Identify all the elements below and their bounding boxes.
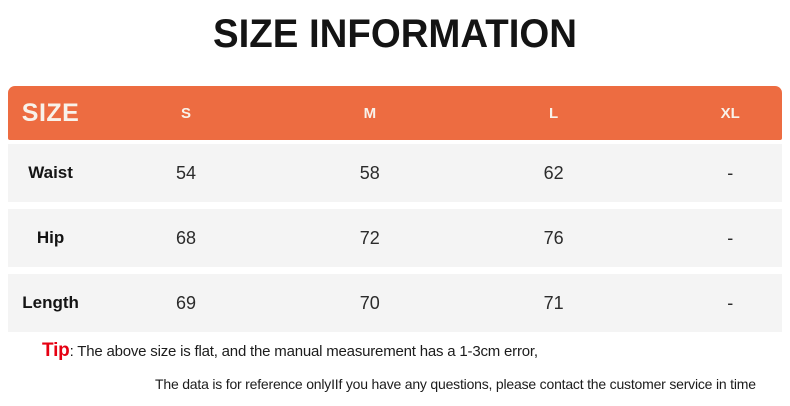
length-value-m: 70 (279, 293, 461, 314)
tip-section: Tip: The above size is flat, and the man… (0, 339, 790, 394)
table-header-row: SIZE S M L XL (8, 86, 782, 140)
table-row-hip: Hip 68 72 76 - (8, 209, 782, 267)
size-chart-table: SIZE S M L XL Waist 54 58 62 - Hip 68 72… (8, 86, 782, 339)
header-col-m: M (279, 105, 461, 122)
waist-value-m: 58 (279, 163, 461, 184)
hip-value-m: 72 (279, 228, 461, 249)
hip-value-xl: - (663, 228, 790, 249)
hip-value-l: 76 (461, 228, 647, 249)
tip-line-1: Tip: The above size is flat, and the man… (42, 339, 790, 364)
length-value-s: 69 (93, 293, 279, 314)
row-label-length: Length (8, 293, 93, 313)
header-col-s: S (93, 105, 279, 122)
tip-line-1-text: : The above size is flat, and the manual… (70, 343, 538, 360)
row-label-waist: Waist (8, 163, 93, 183)
waist-value-l: 62 (461, 163, 647, 184)
table-row-waist: Waist 54 58 62 - (8, 144, 782, 202)
tip-line-2: The data is for reference onlyIIf you ha… (155, 374, 790, 394)
hip-value-s: 68 (93, 228, 279, 249)
header-col-l: L (461, 105, 647, 122)
row-label-hip: Hip (8, 228, 93, 248)
waist-value-s: 54 (93, 163, 279, 184)
tip-label: Tip (42, 340, 70, 361)
table-row-length: Length 69 70 71 - (8, 274, 782, 332)
page-title: SIZE INFORMATION (16, 6, 774, 62)
header-col-xl: XL (663, 105, 790, 122)
length-value-xl: - (663, 293, 790, 314)
waist-value-xl: - (663, 163, 790, 184)
header-size-label: SIZE (8, 99, 93, 128)
length-value-l: 71 (461, 293, 647, 314)
